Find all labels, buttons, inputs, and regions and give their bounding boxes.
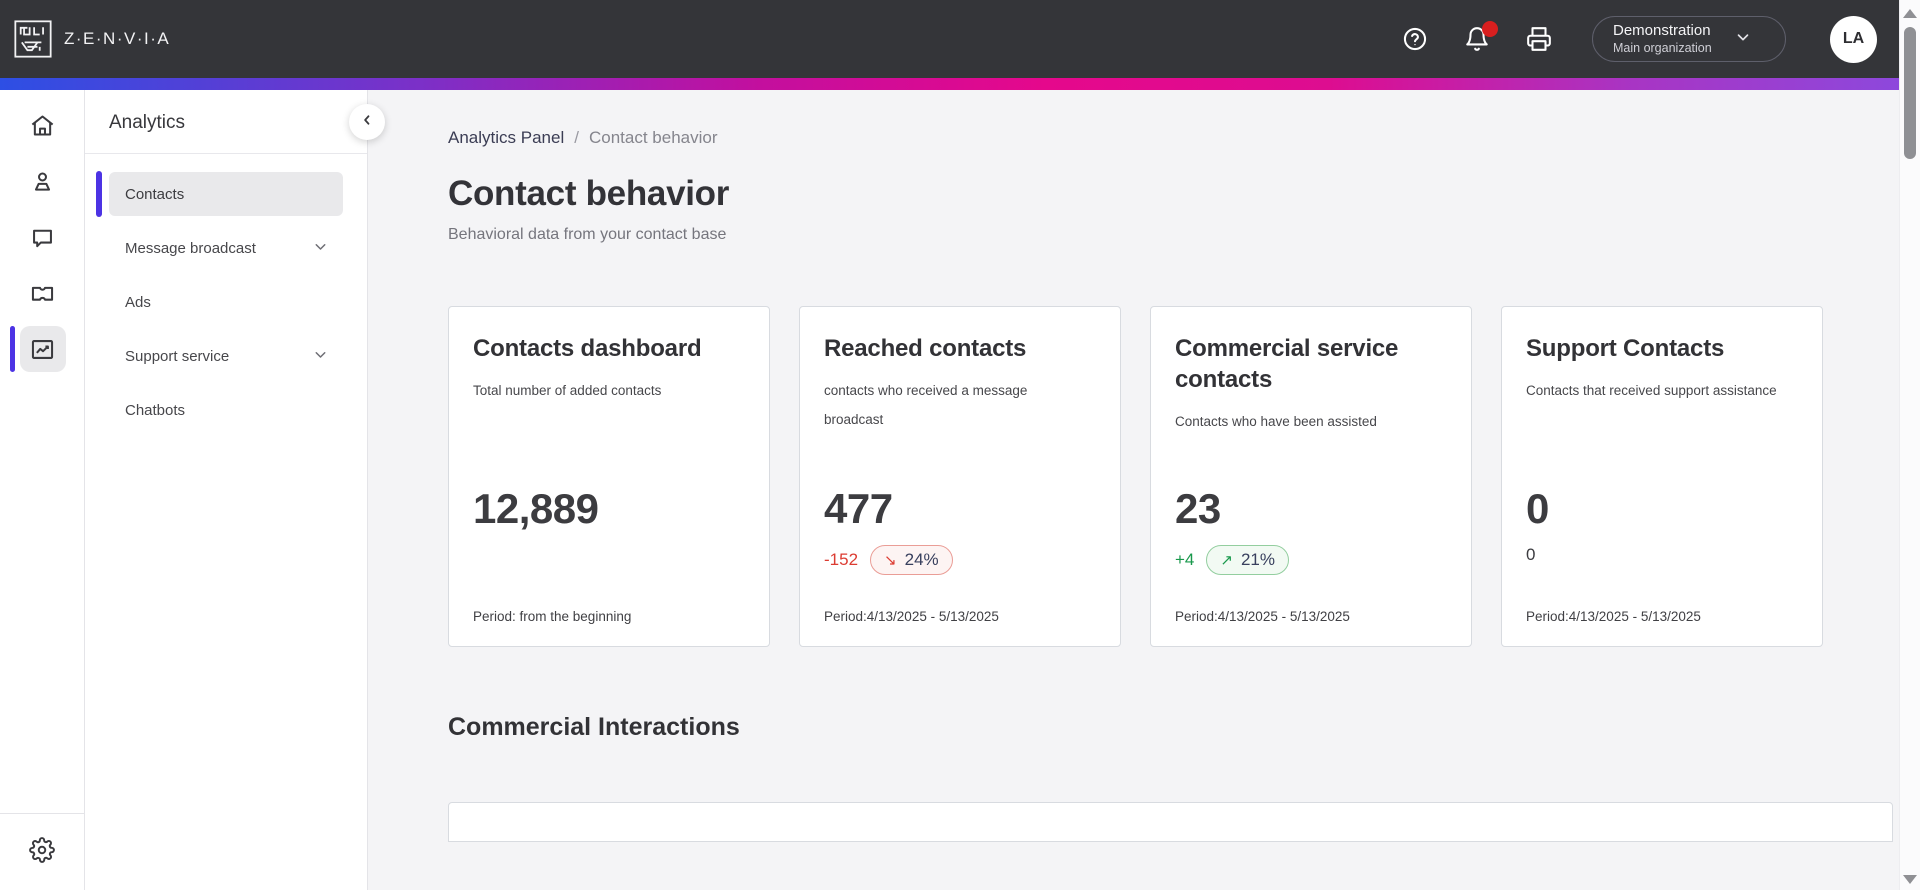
main-content: Analytics Panel / Contact behavior Conta… bbox=[368, 90, 1899, 890]
organization-sub: Main organization bbox=[1613, 40, 1712, 55]
card-title: Support Contacts bbox=[1526, 335, 1725, 362]
rail-item-tickets[interactable] bbox=[0, 270, 85, 316]
scroll-down-arrow[interactable] bbox=[1903, 875, 1917, 884]
printer-icon[interactable] bbox=[1526, 26, 1552, 52]
settings-button[interactable] bbox=[0, 814, 84, 890]
notification-badge bbox=[1482, 21, 1498, 37]
card-subtitle: Total number of added contacts bbox=[473, 383, 662, 399]
page-title: Contact behavior bbox=[448, 174, 730, 213]
top-bar: Z·E·N·V·I·A bbox=[0, 0, 1899, 78]
chevron-down-icon bbox=[1734, 28, 1752, 51]
card-subtitle: Contacts that received support assistanc… bbox=[1526, 383, 1777, 399]
breadcrumb-separator: / bbox=[574, 128, 579, 147]
card-contacts-dashboard: Contacts dashboard Total number of added… bbox=[448, 306, 770, 647]
sidebar-divider bbox=[85, 153, 367, 154]
sidebar-item-chatbots[interactable]: Chatbots bbox=[109, 388, 343, 432]
card-period: Period: from the beginning bbox=[473, 609, 632, 624]
brand[interactable]: Z·E·N·V·I·A bbox=[14, 20, 170, 58]
delta-row: +4 ↗ 21% bbox=[1175, 545, 1289, 575]
chevron-down-icon bbox=[312, 346, 329, 367]
active-indicator bbox=[9, 326, 15, 372]
rail-item-analytics[interactable] bbox=[0, 326, 85, 372]
card-value: 23 bbox=[1175, 485, 1221, 532]
organization-name: Demonstration bbox=[1613, 21, 1711, 39]
stat-cards: Contacts dashboard Total number of added… bbox=[448, 306, 1899, 647]
rail-item-contacts[interactable] bbox=[0, 158, 85, 204]
sidebar-item-message-broadcast[interactable]: Message broadcast bbox=[109, 226, 343, 270]
breadcrumb-analytics-panel[interactable]: Analytics Panel bbox=[448, 128, 565, 147]
card-commercial-service-contacts: Commercial service contacts Contacts who… bbox=[1150, 306, 1472, 647]
breadcrumb-current: Contact behavior bbox=[588, 128, 718, 147]
brand-gradient-bar bbox=[0, 78, 1899, 90]
chevron-down-icon bbox=[312, 238, 329, 259]
card-title: Commercial service contacts bbox=[1175, 335, 1399, 394]
card-period: Period:4/13/2025 - 5/13/2025 bbox=[1526, 609, 1701, 624]
scroll-up-arrow[interactable] bbox=[1903, 9, 1917, 18]
card-period: Period:4/13/2025 - 5/13/2025 bbox=[824, 609, 999, 624]
rail-item-conversations[interactable] bbox=[0, 214, 85, 260]
collapse-sidebar-button[interactable] bbox=[349, 104, 385, 140]
arrow-down-right-icon: ↘ bbox=[884, 552, 897, 569]
delta-value: 0 bbox=[1526, 545, 1536, 564]
card-value: 477 bbox=[824, 485, 893, 532]
organization-switcher[interactable]: Demonstration Main organization bbox=[1592, 16, 1786, 62]
card-subtitle: Contacts who have been assisted bbox=[1175, 414, 1377, 430]
trend-badge: ↗ 21% bbox=[1206, 545, 1289, 575]
page-subtitle: Behavioral data from your contact base bbox=[448, 226, 727, 243]
brand-name: Z·E·N·V·I·A bbox=[64, 29, 171, 48]
card-value: 12,889 bbox=[473, 485, 599, 532]
sidebar-item-contacts[interactable]: Contacts bbox=[96, 171, 343, 217]
person-icon bbox=[29, 168, 56, 195]
line-chart-icon bbox=[29, 336, 56, 363]
delta-value: -152 bbox=[824, 550, 859, 569]
section-title-commercial-interactions: Commercial Interactions bbox=[448, 713, 740, 741]
chevron-left-icon bbox=[358, 111, 376, 134]
card-reached-contacts: Reached contacts contacts who received a… bbox=[799, 306, 1121, 647]
rail-divider bbox=[0, 813, 84, 814]
active-background bbox=[19, 326, 66, 372]
sidebar-item-label: Message broadcast bbox=[125, 239, 256, 257]
card-title: Contacts dashboard bbox=[473, 335, 702, 362]
scrollbar[interactable] bbox=[1899, 0, 1920, 890]
analytics-sidebar: Analytics Contacts Message broadcast bbox=[85, 90, 385, 890]
trend-badge: ↘ 24% bbox=[870, 545, 953, 575]
card-title: Reached contacts bbox=[824, 335, 1027, 362]
sidebar-items: Contacts Message broadcast Ads Support s… bbox=[85, 154, 367, 432]
delta-row: 0 bbox=[1526, 545, 1535, 565]
sidebar-item-label: Ads bbox=[125, 293, 151, 311]
delta-row: -152 ↘ 24% bbox=[824, 545, 953, 575]
card-value: 0 bbox=[1526, 485, 1549, 532]
commercial-interactions-card bbox=[448, 802, 1893, 842]
sidebar-item-label: Contacts bbox=[125, 185, 185, 203]
arrow-up-right-icon: ↗ bbox=[1220, 552, 1233, 569]
notifications-bell-icon[interactable] bbox=[1464, 21, 1498, 52]
delta-value: +4 bbox=[1175, 550, 1195, 569]
sidebar-item-label: Support service bbox=[125, 347, 230, 365]
card-subtitle: contacts who received a message broadcas… bbox=[824, 383, 1028, 428]
top-bar-actions: Demonstration Main organization LA bbox=[1402, 15, 1877, 63]
sidebar-item-ads[interactable]: Ads bbox=[109, 280, 343, 324]
home-icon bbox=[29, 112, 56, 139]
rail-item-home[interactable] bbox=[0, 102, 85, 148]
trend-percent: 24% bbox=[904, 550, 939, 569]
rail-bottom bbox=[0, 813, 84, 890]
gear-icon bbox=[29, 836, 55, 868]
sidebar-item-support-service[interactable]: Support service bbox=[109, 334, 343, 378]
help-icon[interactable] bbox=[1402, 26, 1428, 52]
ticket-icon bbox=[29, 280, 56, 307]
avatar[interactable]: LA bbox=[1830, 15, 1877, 63]
scrollbar-thumb[interactable] bbox=[1904, 27, 1916, 159]
card-support-contacts: Support Contacts Contacts that received … bbox=[1501, 306, 1823, 647]
trend-percent: 21% bbox=[1240, 550, 1275, 569]
sidebar-title: Analytics bbox=[109, 112, 186, 133]
breadcrumb: Analytics Panel / Contact behavior bbox=[448, 128, 1899, 148]
organization-info: Demonstration Main organization bbox=[1613, 22, 1712, 56]
sidebar-item-label: Chatbots bbox=[125, 401, 186, 419]
card-period: Period:4/13/2025 - 5/13/2025 bbox=[1175, 609, 1350, 624]
zenvia-logo-icon bbox=[14, 20, 52, 58]
chat-bubble-icon bbox=[29, 224, 56, 251]
icon-rail bbox=[0, 90, 85, 890]
